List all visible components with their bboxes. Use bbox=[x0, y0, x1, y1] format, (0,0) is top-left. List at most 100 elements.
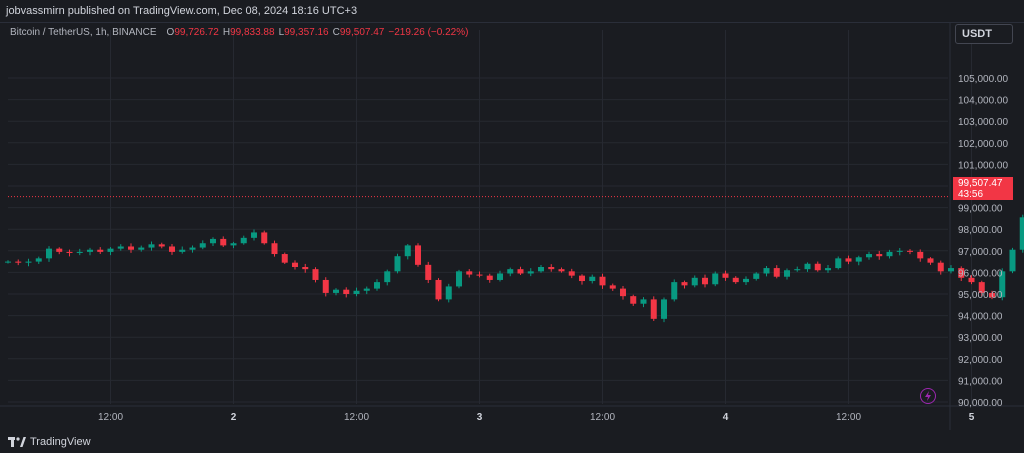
candle-body bbox=[5, 261, 11, 263]
bar-countdown: 43:56 bbox=[958, 189, 984, 200]
high-label: H bbox=[222, 27, 231, 38]
open-label: O bbox=[166, 27, 175, 38]
candle-body bbox=[855, 257, 862, 262]
change-value: −219.26 (−0.22%) bbox=[388, 27, 469, 38]
candle-body bbox=[558, 269, 565, 272]
candle-body bbox=[661, 299, 667, 319]
x-tick-label: 12:00 bbox=[590, 412, 615, 423]
y-tick-label: 105,000.00 bbox=[958, 74, 1008, 85]
candle-body bbox=[650, 299, 657, 319]
candle-body bbox=[343, 289, 350, 294]
candle-body bbox=[691, 277, 698, 286]
candle-body bbox=[620, 288, 626, 297]
candle-body bbox=[312, 269, 319, 280]
candle-body bbox=[753, 273, 760, 279]
currency-button[interactable]: USDT bbox=[955, 24, 1013, 44]
candle-body bbox=[896, 250, 903, 252]
symbol-label[interactable]: Bitcoin / TetherUS, 1h, BINANCE bbox=[10, 27, 157, 38]
candle-body bbox=[138, 247, 145, 250]
candle-body bbox=[814, 263, 821, 271]
publish-info: jobvassmirn published on TradingView.com… bbox=[0, 0, 1024, 22]
candle-body bbox=[702, 277, 708, 285]
x-tick-label: 2 bbox=[231, 412, 237, 423]
candle-body bbox=[538, 267, 544, 272]
y-tick-label: 98,000.00 bbox=[958, 225, 1003, 236]
candle-body bbox=[240, 237, 247, 244]
candle-body bbox=[671, 282, 678, 300]
candle-body bbox=[927, 258, 934, 263]
y-tick-label: 92,000.00 bbox=[958, 355, 1003, 366]
candle-body bbox=[271, 243, 278, 255]
candle-body bbox=[497, 273, 503, 280]
candle-body bbox=[466, 271, 473, 275]
candle-body bbox=[978, 282, 985, 293]
last-price-value: 99,507.47 bbox=[958, 178, 1003, 189]
candle-body bbox=[292, 262, 298, 267]
y-tick-label: 94,000.00 bbox=[958, 312, 1003, 323]
candle-body bbox=[937, 262, 944, 272]
candle-body bbox=[35, 258, 42, 262]
candle-body bbox=[107, 248, 114, 252]
open-value: 99,726.72 bbox=[174, 27, 219, 38]
candle-body bbox=[917, 251, 924, 259]
candle-body bbox=[589, 276, 596, 282]
candle-body bbox=[425, 264, 432, 280]
close-value: 99,507.47 bbox=[339, 27, 385, 38]
close-label: C bbox=[332, 27, 340, 38]
candle-body bbox=[415, 245, 421, 265]
candle-body bbox=[866, 254, 872, 258]
y-tick-label: 95,000.00 bbox=[958, 290, 1003, 301]
lightning-icon[interactable] bbox=[920, 388, 936, 404]
candle-body bbox=[179, 249, 186, 252]
candle-body bbox=[517, 269, 524, 274]
candle-body bbox=[117, 246, 124, 249]
candle-body bbox=[87, 249, 93, 252]
y-tick-label: 93,000.00 bbox=[958, 333, 1003, 344]
candle-body bbox=[189, 247, 196, 250]
candle-body bbox=[476, 274, 483, 276]
candle-body bbox=[989, 292, 995, 298]
candle-body bbox=[876, 254, 883, 257]
candle-body bbox=[804, 263, 811, 270]
candle-body bbox=[46, 248, 52, 259]
high-value: 99,833.88 bbox=[230, 27, 275, 38]
candle-body bbox=[681, 282, 688, 286]
candle-body bbox=[907, 250, 913, 252]
candle-body bbox=[374, 282, 380, 289]
candlestick-chart[interactable]: 105,000.00 104,000.00 103,000.00 102,000.00… bbox=[0, 22, 1024, 430]
candle-body bbox=[261, 232, 268, 244]
candle-body bbox=[210, 238, 216, 244]
candle-body bbox=[76, 251, 83, 253]
x-tick-label: 12:00 bbox=[98, 412, 123, 423]
candle-body bbox=[56, 248, 63, 252]
candle-body bbox=[999, 271, 1006, 298]
x-tick-label: 3 bbox=[477, 412, 483, 423]
candle-body bbox=[445, 286, 452, 300]
y-tick-label: 91,000.00 bbox=[958, 376, 1003, 387]
candle-body bbox=[732, 277, 739, 283]
chart-legend: Bitcoin / TetherUS, 1h, BINANCE O 99,726.… bbox=[10, 27, 468, 38]
candle-body bbox=[1009, 249, 1016, 272]
footer-brand[interactable]: TradingView bbox=[30, 435, 91, 448]
y-tick-label: 103,000.00 bbox=[958, 117, 1008, 128]
candle-body bbox=[825, 268, 831, 271]
candle-body bbox=[302, 267, 309, 270]
candle-body bbox=[579, 275, 585, 282]
x-tick-label: 12:00 bbox=[344, 412, 369, 423]
candle-body bbox=[773, 268, 780, 277]
candle-body bbox=[968, 277, 975, 283]
candle-body bbox=[128, 246, 134, 250]
chart-area[interactable] bbox=[0, 22, 1024, 430]
grid-lines bbox=[0, 22, 1024, 430]
candle-body bbox=[835, 258, 842, 269]
candle-body bbox=[363, 288, 370, 291]
candle-body bbox=[527, 271, 534, 274]
x-tick-label: 4 bbox=[723, 412, 729, 423]
candle-body bbox=[958, 268, 965, 278]
low-label: L bbox=[278, 27, 285, 38]
candle-body bbox=[281, 254, 288, 263]
y-tick-label: 97,000.00 bbox=[958, 247, 1003, 258]
tradingview-logo-icon[interactable] bbox=[8, 436, 26, 447]
candle-body bbox=[886, 251, 893, 257]
candle-body bbox=[794, 269, 801, 271]
